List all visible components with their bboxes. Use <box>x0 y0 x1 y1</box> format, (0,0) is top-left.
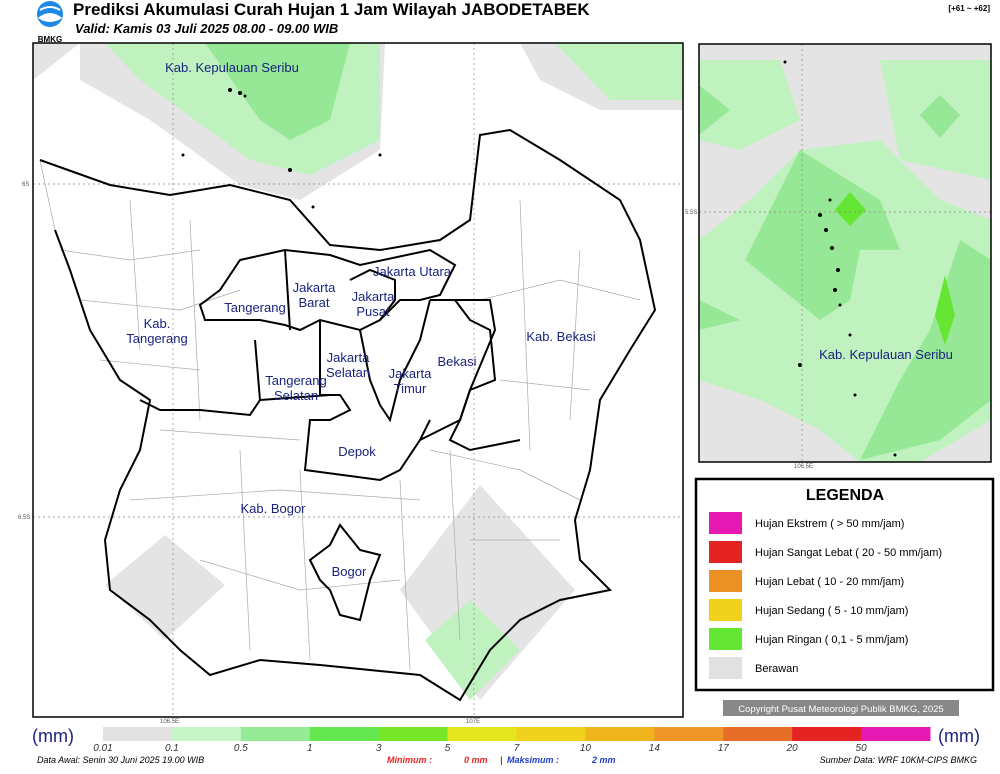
region-label: Jakarta Timur <box>389 366 432 396</box>
region-label: Jakarta Barat <box>293 280 336 310</box>
region-label: Tangerang <box>224 300 285 315</box>
valid: Valid: Kamis 03 Juli 2025 08.00 - 09.00 … <box>75 21 338 36</box>
region-label: Depok <box>338 444 376 459</box>
colorbar-segment <box>654 727 724 741</box>
coord-label: 5.5S <box>685 210 697 216</box>
colorbar-segment <box>240 727 311 741</box>
colorbar-label: 1 <box>307 743 313 754</box>
legend-swatch <box>709 512 742 534</box>
colorbar-label: 50 <box>856 743 868 754</box>
legend-swatch <box>709 628 742 650</box>
minimum: 0 mm <box>464 755 488 765</box>
colorbar-segment <box>447 727 517 741</box>
region-label: Kab. Kepulauan Seribu <box>165 60 299 75</box>
separator: | <box>500 755 502 765</box>
minimum-label: Minimum : <box>387 755 432 765</box>
maksimum-label: Maksimum : <box>507 755 559 765</box>
coord-label: 6.5S <box>18 515 30 521</box>
region-label: Kab. Bekasi <box>526 329 595 344</box>
region-label: Jakarta Pusat <box>352 289 395 319</box>
range: [+61 ~ +62] <box>948 4 990 13</box>
coord-label: 106.5E <box>794 464 813 470</box>
colorbar-label: 0.01 <box>93 743 112 754</box>
region-label: Kab. Kepulauan Seribu <box>819 347 953 362</box>
coord-label: 107E <box>466 719 480 725</box>
legend: LEGENDA Hujan Ekstrem ( > 50 mm/jam) Huja… <box>694 477 995 692</box>
copyright: Copyright Pusat Meteorologi Publik BMKG,… <box>738 704 943 715</box>
legend-title: LEGENDA <box>806 487 885 504</box>
colorbar-label: 10 <box>580 743 592 754</box>
legend-swatch <box>709 599 742 621</box>
colorbar-segment <box>516 727 586 741</box>
region-label: Kab. Bogor <box>240 501 306 516</box>
coord-label: 106.5E <box>160 719 179 725</box>
legend-label: Hujan Sangat Lebat ( 20 - 50 mm/jam) <box>755 547 942 559</box>
logo: BMKG <box>37 1 63 44</box>
legend-label: Hujan Sedang ( 5 - 10 mm/jam) <box>755 605 908 617</box>
colorbar-label: 17 <box>718 743 730 754</box>
region-label: Kab. Tangerang <box>126 316 187 346</box>
unit: (mm) <box>938 726 980 746</box>
colorbar-label: 3 <box>376 743 382 754</box>
colorbar-segment <box>309 727 380 741</box>
colorbar-segment <box>378 727 449 741</box>
copyright-box <box>723 700 959 716</box>
legend-swatch <box>709 657 742 679</box>
colorbar-label: 14 <box>649 743 661 754</box>
legend-label: Hujan Ekstrem ( > 50 mm/jam) <box>755 518 904 530</box>
region-label: Bekasi <box>437 354 476 369</box>
coord-label: 6S <box>22 182 29 188</box>
data-awal: Data Awal: Senin 30 Juni 2025 19.00 WIB <box>37 755 204 765</box>
legend-label: Berawan <box>755 663 798 675</box>
legend-label: Hujan Ringan ( 0,1 - 5 mm/jam) <box>755 634 908 646</box>
legend-label: Hujan Lebat ( 10 - 20 mm/jam) <box>755 576 904 588</box>
logo-text: BMKG <box>38 35 62 44</box>
colorbar-segment <box>171 727 242 741</box>
colorbar: (mm) (mm) 0.01 0.1 0.5 1 3 5 7 10 14 17 20 50 <box>32 726 980 754</box>
colorbar-label: 5 <box>445 743 451 754</box>
colorbar-label: 7 <box>514 743 520 754</box>
colorbar-segment <box>861 727 931 741</box>
region-label: Jakarta Selatan <box>326 350 370 380</box>
colorbar-segment <box>792 727 862 741</box>
colorbar-label: 20 <box>786 743 799 754</box>
source: Sumber Data: WRF 10KM-CIPS BMKG <box>820 755 977 765</box>
maksimum: 2 mm <box>591 755 616 765</box>
colorbar-label: 0.1 <box>165 743 179 754</box>
colorbar-segment <box>585 727 655 741</box>
title: Prediksi Akumulasi Curah Hujan 1 Jam Wil… <box>73 0 590 19</box>
legend-swatch <box>709 570 742 592</box>
legend-swatch <box>709 541 742 563</box>
colorbar-segment <box>103 727 173 741</box>
region-label: Bogor <box>332 564 367 579</box>
region-label: Tangerang Selatan <box>265 373 326 403</box>
colorbar-segment <box>723 727 793 741</box>
unit: (mm) <box>32 726 74 746</box>
colorbar-label: 0.5 <box>234 743 248 754</box>
main-map: Kab. Kepulauan Seribu Jakarta Utara Jaka… <box>18 42 684 725</box>
inset-map: Kab. Kepulauan Seribu 5.5S 106.5E <box>685 43 992 470</box>
region-label: Jakarta Utara <box>373 264 452 279</box>
